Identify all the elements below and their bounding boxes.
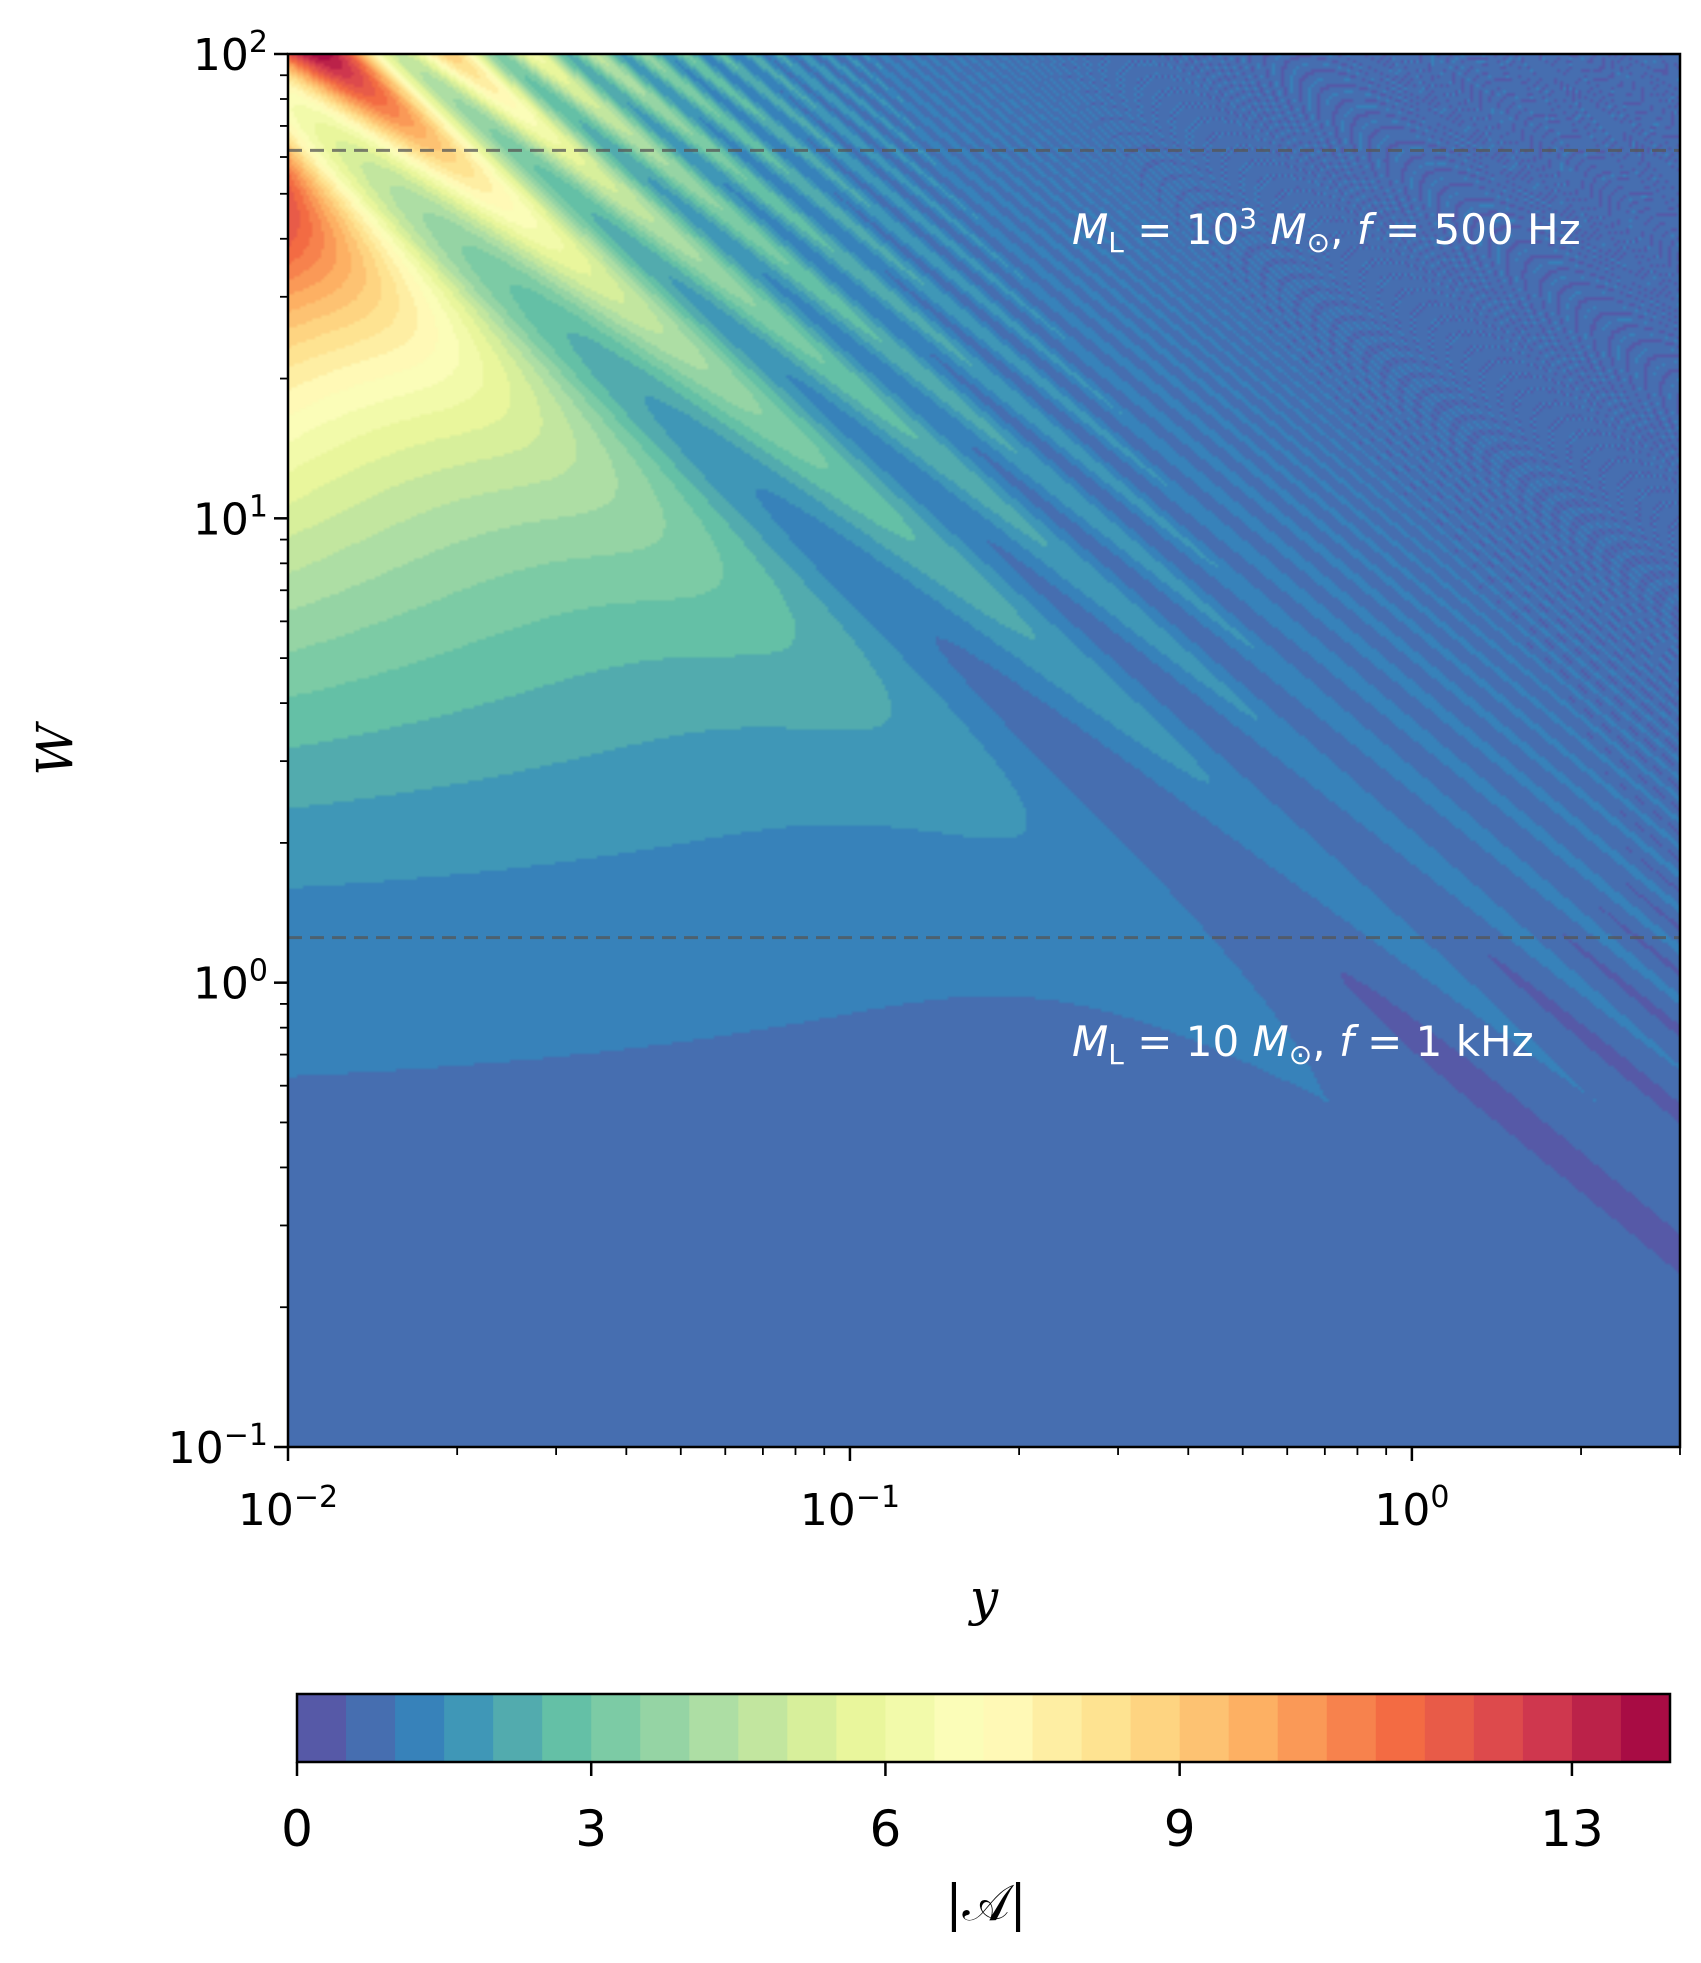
colorbar-segment (1032, 1694, 1083, 1762)
colorbar-segment (934, 1694, 985, 1762)
colorbar-segment (346, 1694, 396, 1762)
x-tick-label: 10−1 (800, 1480, 900, 1536)
colorbar-segment (983, 1694, 1034, 1762)
colorbar-segment (1081, 1694, 1132, 1762)
colorbar-segment (1326, 1694, 1377, 1762)
colorbar-tick-label: 0 (281, 1800, 313, 1858)
amplitude-contour-field (288, 54, 1680, 1447)
y-tick-label: 102 (193, 25, 268, 81)
colorbar-tick-label: 9 (1164, 1800, 1196, 1858)
colorbar-segment (444, 1694, 494, 1762)
colorbar-segment (1130, 1694, 1181, 1762)
x-axis-ticks: 10−2 10−1 100 (238, 1447, 1681, 1536)
colorbar-segment (1228, 1694, 1279, 1762)
annotation-upper: ML = 103 M⊙, f = 500 Hz (1072, 202, 1581, 259)
heatmap-area (288, 54, 1680, 1447)
colorbar-frame (295, 1692, 1672, 1764)
colorbar-segment (689, 1694, 739, 1762)
colorbar-segment (1277, 1694, 1328, 1762)
colorbar-segment (1620, 1694, 1671, 1762)
colorbar-segment (836, 1694, 887, 1762)
colorbar-segment (591, 1694, 641, 1762)
colorbar-segment (395, 1694, 445, 1762)
y-tick-label: 101 (193, 489, 268, 545)
reference-lines (288, 148, 1680, 940)
colorbar: 0 3 6 9 13 (281, 1692, 1672, 1858)
colorbar-tick-label: 6 (870, 1800, 902, 1858)
y-tick-label: 10−1 (168, 1418, 268, 1474)
colorbar-tick-label: 3 (575, 1800, 607, 1858)
colorbar-segment (640, 1694, 690, 1762)
colorbar-segment (738, 1694, 788, 1762)
colorbar-segment (787, 1694, 837, 1762)
colorbar-segment (885, 1694, 936, 1762)
y-axis-label: W (26, 721, 84, 776)
colorbar-segment (542, 1694, 592, 1762)
colorbar-segment (1571, 1694, 1622, 1762)
colorbar-segment (1179, 1694, 1230, 1762)
colorbar-segment (493, 1694, 543, 1762)
colorbar-label: |𝒜| (946, 1874, 1027, 1932)
x-tick-label: 100 (1374, 1480, 1449, 1536)
x-tick-label: 10−2 (238, 1480, 338, 1536)
annotation-lower: ML = 10 M⊙, f = 1 kHz (1072, 1017, 1534, 1071)
colorbar-segment (1424, 1694, 1475, 1762)
y-tick-label: 100 (193, 954, 268, 1010)
x-axis-label: y (968, 1569, 999, 1627)
plot-frame (286, 52, 1682, 1449)
colorbar-segment (1375, 1694, 1426, 1762)
colorbar-segment (1473, 1694, 1524, 1762)
colorbar-segment (1522, 1694, 1573, 1762)
colorbar-tick-label: 13 (1540, 1800, 1604, 1858)
colorbar-segment (297, 1694, 347, 1762)
y-axis-ticks: 10−1 100 101 102 (168, 25, 288, 1474)
